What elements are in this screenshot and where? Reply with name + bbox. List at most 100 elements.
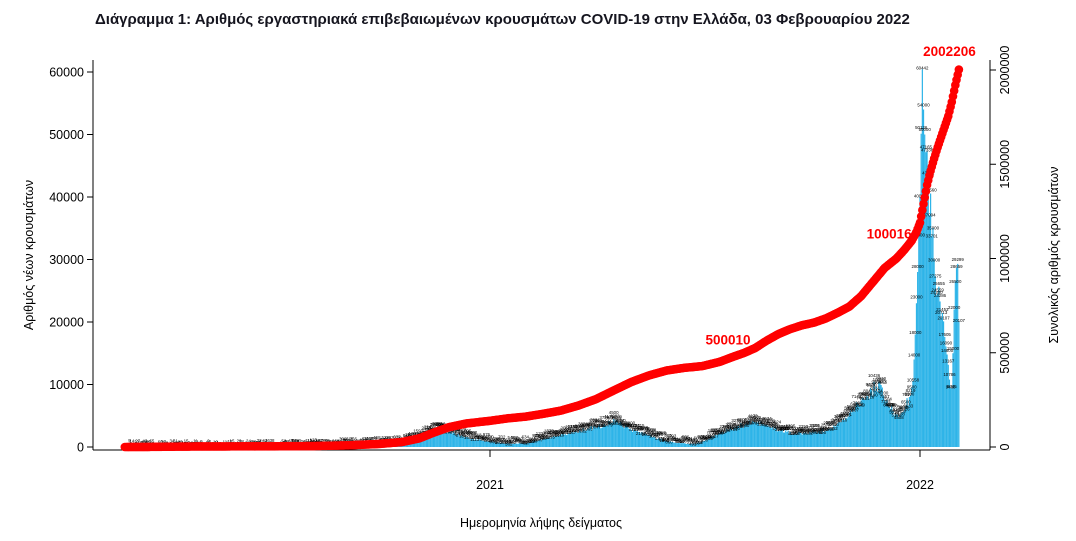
svg-text:1150: 1150 xyxy=(535,433,545,438)
svg-text:1267: 1267 xyxy=(652,432,662,437)
svg-text:2095: 2095 xyxy=(641,427,651,432)
svg-text:2143: 2143 xyxy=(565,425,575,430)
svg-text:5647: 5647 xyxy=(899,405,909,410)
svg-text:198: 198 xyxy=(323,439,331,444)
svg-text:1650: 1650 xyxy=(551,432,561,437)
svg-text:3782: 3782 xyxy=(614,419,624,424)
svg-text:2429: 2429 xyxy=(628,423,638,428)
svg-text:1185: 1185 xyxy=(703,436,713,441)
svg-text:6200: 6200 xyxy=(848,406,858,411)
svg-text:3274: 3274 xyxy=(731,418,741,423)
svg-text:702: 702 xyxy=(498,434,506,439)
svg-text:980: 980 xyxy=(664,433,672,438)
svg-text:1605: 1605 xyxy=(462,429,472,434)
svg-text:2400: 2400 xyxy=(634,426,644,431)
svg-text:820: 820 xyxy=(668,435,676,440)
svg-text:2328: 2328 xyxy=(426,425,436,430)
svg-text:2241: 2241 xyxy=(813,429,823,434)
svg-text:1303: 1303 xyxy=(704,435,714,440)
svg-text:2494: 2494 xyxy=(820,425,830,430)
svg-text:2249: 2249 xyxy=(424,424,434,429)
svg-text:3989: 3989 xyxy=(751,415,761,420)
svg-text:4050: 4050 xyxy=(616,418,626,423)
svg-text:10000: 10000 xyxy=(49,378,84,392)
svg-text:7837: 7837 xyxy=(859,391,869,396)
svg-text:617: 617 xyxy=(516,436,524,441)
svg-text:926: 926 xyxy=(531,437,539,442)
svg-text:7531: 7531 xyxy=(860,396,870,401)
svg-text:31: 31 xyxy=(173,439,178,444)
svg-text:3116: 3116 xyxy=(739,421,749,426)
svg-text:3381: 3381 xyxy=(586,422,596,427)
svg-text:1113: 1113 xyxy=(470,437,480,442)
svg-text:2747: 2747 xyxy=(626,423,636,428)
svg-text:1550: 1550 xyxy=(650,433,660,438)
svg-text:20713: 20713 xyxy=(935,310,948,315)
svg-text:2232: 2232 xyxy=(564,427,574,432)
svg-text:504: 504 xyxy=(691,439,699,444)
svg-text:14: 14 xyxy=(129,439,134,444)
svg-text:1876: 1876 xyxy=(457,427,467,432)
svg-text:3600: 3600 xyxy=(737,417,747,422)
svg-text:10453: 10453 xyxy=(873,377,886,382)
svg-text:1322: 1322 xyxy=(536,431,546,436)
svg-text:1350: 1350 xyxy=(467,430,477,435)
svg-text:2276: 2276 xyxy=(639,426,649,431)
svg-text:3720: 3720 xyxy=(599,415,609,420)
svg-text:2288: 2288 xyxy=(573,424,583,429)
svg-text:5869: 5869 xyxy=(846,406,856,411)
svg-text:6800: 6800 xyxy=(883,402,893,407)
svg-text:6425: 6425 xyxy=(884,402,894,407)
svg-text:2596: 2596 xyxy=(582,425,592,430)
svg-text:503: 503 xyxy=(386,435,394,440)
svg-text:736: 736 xyxy=(496,437,504,442)
svg-text:3252: 3252 xyxy=(725,422,735,427)
svg-text:2794: 2794 xyxy=(727,422,737,427)
svg-text:1035: 1035 xyxy=(662,437,672,442)
svg-text:3914: 3914 xyxy=(615,418,625,423)
svg-text:1002: 1002 xyxy=(405,432,415,437)
svg-text:11: 11 xyxy=(223,440,228,445)
svg-text:3047: 3047 xyxy=(591,424,601,429)
svg-text:1819: 1819 xyxy=(555,432,565,437)
svg-text:32: 32 xyxy=(257,438,262,443)
svg-text:2714: 2714 xyxy=(728,427,738,432)
svg-text:3219: 3219 xyxy=(585,423,595,428)
svg-text:556: 556 xyxy=(682,435,690,440)
svg-text:1395: 1395 xyxy=(545,435,555,440)
svg-text:1627: 1627 xyxy=(709,434,719,439)
svg-text:3253: 3253 xyxy=(770,424,780,429)
svg-text:13167: 13167 xyxy=(942,358,955,363)
svg-text:1982: 1982 xyxy=(797,427,807,432)
svg-text:2395: 2395 xyxy=(786,423,796,428)
svg-text:315: 315 xyxy=(346,437,354,442)
svg-text:16090: 16090 xyxy=(940,340,953,345)
svg-text:3972: 3972 xyxy=(750,418,760,423)
svg-text:1535: 1535 xyxy=(464,435,474,440)
svg-text:35000: 35000 xyxy=(927,226,940,231)
svg-text:195: 195 xyxy=(321,438,329,443)
svg-text:3584: 3584 xyxy=(743,420,753,425)
milestone-annotations: 500010 1000163 2002206 xyxy=(705,44,976,347)
svg-text:68: 68 xyxy=(291,438,296,443)
svg-text:9100: 9100 xyxy=(867,383,877,388)
svg-text:1040: 1040 xyxy=(659,438,669,443)
svg-text:1511: 1511 xyxy=(463,432,473,437)
svg-text:2438: 2438 xyxy=(570,425,580,430)
svg-text:560: 560 xyxy=(503,438,511,443)
svg-text:950: 950 xyxy=(701,438,709,443)
svg-text:571: 571 xyxy=(687,440,695,445)
svg-text:1500: 1500 xyxy=(648,431,658,436)
svg-text:2274: 2274 xyxy=(800,429,810,434)
annotation-500010: 500010 xyxy=(705,332,750,347)
svg-text:2654: 2654 xyxy=(781,424,791,429)
svg-text:2950: 2950 xyxy=(823,420,833,425)
svg-text:2834: 2834 xyxy=(777,426,787,431)
svg-text:268: 268 xyxy=(332,439,340,444)
svg-text:3450: 3450 xyxy=(601,420,611,425)
svg-text:3450: 3450 xyxy=(598,420,608,425)
svg-text:30000: 30000 xyxy=(49,253,84,267)
svg-text:1193: 1193 xyxy=(473,434,483,439)
svg-text:3479: 3479 xyxy=(603,423,613,428)
svg-text:2100: 2100 xyxy=(791,429,801,434)
